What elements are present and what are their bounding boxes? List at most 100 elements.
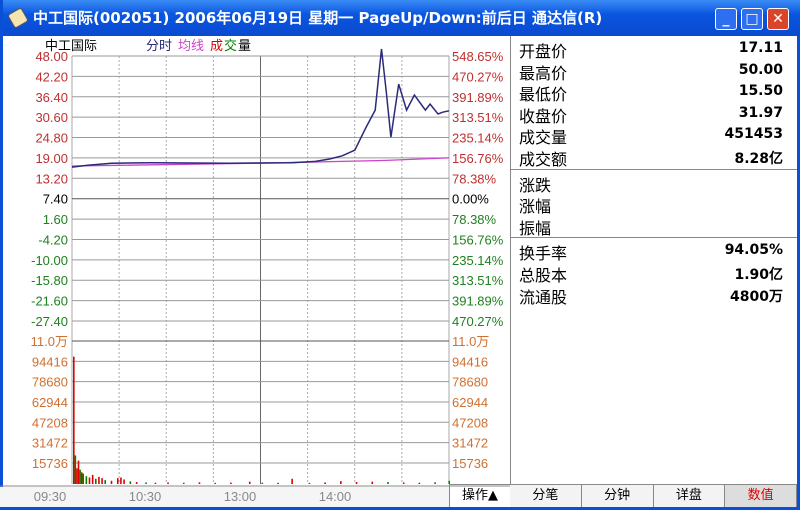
volume-bar bbox=[129, 481, 132, 484]
volume-bar bbox=[308, 482, 311, 484]
quote-label: 换手率 bbox=[519, 244, 568, 264]
quote-label: 总股本 bbox=[519, 266, 568, 285]
tab-3[interactable]: 数值 bbox=[725, 485, 797, 507]
tab-2[interactable]: 详盘 bbox=[653, 485, 726, 507]
percent-tick: 78.38% bbox=[452, 212, 497, 227]
volume-tick: 78680 bbox=[32, 375, 68, 390]
volume-bar bbox=[88, 477, 91, 484]
price-tick: 7.40 bbox=[43, 192, 68, 207]
volume-tick: 11.0万 bbox=[31, 334, 68, 349]
quote-row-b: 涨幅 bbox=[519, 193, 783, 217]
quote-row-a: 收盘价 31.97 bbox=[519, 103, 783, 126]
minimize-button[interactable]: _ bbox=[715, 8, 737, 30]
quote-row-a: 开盘价 17.11 bbox=[519, 38, 783, 61]
volume-bar bbox=[76, 468, 78, 484]
percent-tick: 156.76% bbox=[452, 151, 504, 166]
percent-tick: 470.27% bbox=[452, 69, 504, 84]
price-tick: 24.80 bbox=[35, 131, 68, 146]
legend-item: 交 bbox=[224, 38, 237, 53]
quote-label: 开盘价 bbox=[519, 42, 568, 61]
legend-item: 量 bbox=[238, 38, 251, 53]
volume-tick: 15736 bbox=[32, 456, 68, 471]
price-tick: -4.20 bbox=[38, 232, 68, 247]
price-tick: 13.20 bbox=[35, 171, 68, 186]
price-tick: 30.60 bbox=[35, 110, 68, 125]
volume-bar bbox=[387, 482, 389, 484]
volume-tick-right: 15736 bbox=[452, 456, 488, 471]
volume-bar bbox=[434, 482, 436, 484]
quote-row-a: 最低价 15.50 bbox=[519, 81, 783, 104]
price-tick: 36.40 bbox=[35, 90, 68, 105]
volume-bar bbox=[135, 482, 138, 484]
percent-tick: 156.76% bbox=[452, 232, 504, 247]
price-tick: -15.80 bbox=[31, 273, 68, 288]
volume-bar bbox=[214, 482, 216, 484]
percent-tick: 0.00% bbox=[452, 192, 489, 207]
volume-bar bbox=[261, 482, 264, 484]
volume-bar bbox=[418, 482, 421, 484]
quote-value: 1.90亿 bbox=[734, 267, 783, 283]
price-tick: 19.00 bbox=[35, 151, 68, 166]
operate-button[interactable]: 操作▲ bbox=[449, 484, 510, 507]
close-button[interactable]: ✕ bbox=[767, 8, 789, 30]
percent-tick: 313.51% bbox=[452, 110, 504, 125]
volume-tick-right: 78680 bbox=[452, 375, 488, 390]
volume-bar bbox=[91, 474, 94, 484]
quote-row-b: 涨跌 bbox=[519, 172, 783, 195]
quote-value: 8.28亿 bbox=[734, 151, 783, 167]
quote-label: 涨跌 bbox=[519, 175, 552, 195]
intraday-chart[interactable]: 中工国际 分时 均线成交量 48.00 548.65% 42.20 470.27% 36.40… bbox=[0, 36, 510, 510]
price-tick: 48.00 bbox=[35, 49, 68, 64]
volume-tick: 62944 bbox=[32, 395, 68, 410]
quote-row-a: 最高价 50.00 bbox=[519, 60, 783, 83]
volume-bar bbox=[324, 482, 326, 484]
quote-row-b: 振幅 bbox=[519, 215, 783, 238]
volume-tick: 47208 bbox=[32, 415, 68, 430]
quote-label: 振幅 bbox=[519, 218, 552, 238]
volume-bar bbox=[85, 476, 88, 484]
time-tick: 14:00 bbox=[319, 489, 352, 504]
volume-bar bbox=[77, 460, 80, 484]
percent-tick: 235.14% bbox=[452, 131, 504, 146]
volume-bar bbox=[448, 480, 451, 484]
volume-bar bbox=[123, 479, 125, 484]
quote-panel: 开盘价 17.11 最高价 50.00 最低价 15.50 收盘价 31.97 成交量 45145… bbox=[510, 36, 797, 486]
volume-bar bbox=[98, 476, 100, 484]
price-tick: -21.60 bbox=[31, 294, 68, 309]
price-tick: 1.60 bbox=[43, 212, 68, 227]
volume-bar bbox=[110, 480, 113, 484]
window-title: 中工国际(002051) 2006年06月19日 星期一 PageUp/Down… bbox=[33, 9, 603, 27]
divider bbox=[511, 237, 797, 239]
quote-value: 50.00 bbox=[738, 61, 783, 78]
quote-value: 94.05% bbox=[724, 242, 783, 259]
divider bbox=[511, 168, 797, 170]
percent-tick: 391.89% bbox=[452, 294, 504, 309]
volume-bar bbox=[167, 482, 169, 484]
volume-bar bbox=[74, 455, 77, 484]
price-line bbox=[71, 48, 450, 168]
time-tick: 13:00 bbox=[224, 489, 257, 504]
volume-bar bbox=[182, 482, 185, 484]
quote-label: 涨幅 bbox=[519, 197, 552, 217]
volume-bar bbox=[116, 478, 119, 484]
volume-tick-right: 11.0万 bbox=[452, 334, 489, 349]
quote-value: 451453 bbox=[724, 126, 783, 143]
percent-tick: 313.51% bbox=[452, 273, 504, 288]
tab-1[interactable]: 分钟 bbox=[581, 485, 654, 507]
quote-label: 流通股 bbox=[519, 287, 568, 307]
tab-0[interactable]: 分笔 bbox=[510, 485, 582, 507]
title-bar: 中工国际(002051) 2006年06月19日 星期一 PageUp/Down… bbox=[3, 0, 800, 36]
legend-item: 中工国际 bbox=[45, 38, 97, 53]
quote-label: 成交额 bbox=[519, 150, 568, 169]
volume-bar bbox=[402, 482, 405, 484]
volume-tick: 94416 bbox=[32, 354, 68, 369]
volume-tick-right: 47208 bbox=[452, 415, 488, 430]
percent-tick: 470.27% bbox=[452, 314, 504, 329]
volume-bar bbox=[291, 478, 293, 484]
quote-row-c: 总股本 1.90亿 bbox=[519, 262, 783, 285]
app-icon bbox=[7, 7, 29, 29]
maximize-button[interactable]: □ bbox=[741, 8, 763, 30]
volume-bar bbox=[94, 478, 97, 484]
volume-bar bbox=[80, 472, 83, 484]
